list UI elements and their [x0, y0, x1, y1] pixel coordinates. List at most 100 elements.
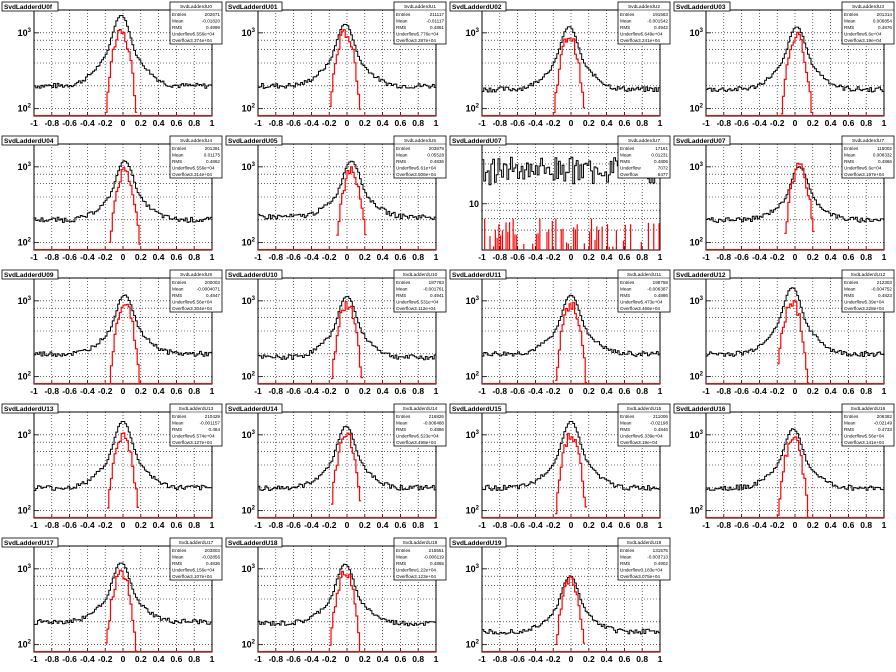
y-tick-label: 102 — [18, 104, 32, 114]
stats-value: Underflow5.6e+04 — [844, 32, 882, 37]
histogram-selected-tracks — [331, 432, 362, 505]
x-tick-label: -0.4 — [304, 654, 319, 664]
stats-box — [617, 135, 671, 179]
x-tick-label: -0.2 — [322, 654, 337, 664]
stats-value: Underflow5.56e+04 — [844, 434, 884, 439]
stats-box — [393, 269, 447, 313]
stats-title: SvdLadderdU16 — [851, 406, 886, 412]
histogram-selected-tracks — [555, 432, 587, 515]
y-tick-exponent: 3 — [476, 296, 480, 302]
y-tick-exponent: 3 — [700, 28, 704, 34]
histogram-selected-tracks — [107, 432, 139, 509]
histogram-panel-6: -1 -0.8 -0.6 -0.4 -0.2 0 0.2 0.4 0.6 0.8 1 102 103 Sv… — [225, 135, 447, 262]
panel-title-box — [1, 269, 59, 280]
stats-box — [393, 537, 447, 581]
stats-value: Underflow5.56e+04 — [172, 300, 212, 305]
x-tick-label: 1 — [882, 386, 887, 396]
x-tick-label: 0.6 — [842, 252, 854, 262]
y-tick-label: 103 — [242, 162, 256, 172]
y-tick-label: 103 — [18, 430, 32, 440]
stats-label: Mean — [396, 19, 408, 24]
stats-value: -0.006119 — [424, 555, 445, 560]
stats-value: Overflow3.107e+04 — [172, 574, 212, 579]
x-tick-label: 0 — [793, 252, 798, 262]
y-tick-exponent: 3 — [252, 28, 256, 34]
x-tick-label: -0.2 — [546, 252, 561, 262]
y-tick-label: 103 — [242, 430, 256, 440]
stats-value: 215551 — [429, 548, 445, 553]
stats-label: RMS — [396, 427, 406, 432]
stats-value: 0.01231 — [651, 153, 668, 158]
x-tick-label: 0.8 — [860, 118, 872, 128]
stats-title: SvdLadderdU11 — [627, 272, 662, 278]
panel-title: SvdLadderdU13 — [4, 406, 54, 413]
stats-label: Entries — [172, 12, 187, 17]
y-tick-exponent: 2 — [252, 104, 256, 110]
y-tick-exponent: 3 — [476, 430, 480, 436]
histogram-selected-tracks — [331, 301, 363, 380]
stats-value: 0.4862 — [206, 159, 220, 164]
stats-value: Overflow3.241e+04 — [620, 38, 660, 43]
histogram-panel-18: -1 -0.8 -0.6 -0.4 -0.2 0 0.2 0.4 0.6 0.8 1 102 103 Sv… — [225, 537, 447, 664]
histogram-all-tracks — [706, 428, 884, 491]
histogram-all-tracks — [258, 563, 436, 627]
x-tick-label: 0 — [345, 118, 350, 128]
x-tick-label: 0.8 — [412, 252, 424, 262]
x-tick-label: 0.4 — [377, 118, 389, 128]
stats-value: -0.006387 — [647, 287, 668, 292]
histogram-panel-13: -1 -0.8 -0.6 -0.4 -0.2 0 0.2 0.4 0.6 0.8 1 102 103 Sv… — [1, 403, 223, 530]
x-tick-label: -0.6 — [286, 386, 301, 396]
histogram-panel-11: -1 -0.8 -0.6 -0.4 -0.2 0 0.2 0.4 0.6 0.8 1 102 103 Sv… — [449, 269, 671, 396]
histogram-all-tracks — [258, 160, 436, 220]
histogram-all-tracks — [482, 421, 660, 491]
y-tick-label: 102 — [690, 238, 704, 248]
x-tick-label: 0.8 — [412, 520, 424, 530]
stats-value: 0.4836 — [430, 159, 444, 164]
panel-title-box — [449, 1, 507, 12]
y-tick-exponent: 2 — [700, 372, 704, 378]
stats-value: 7072 — [658, 166, 669, 171]
y-tick-label: 102 — [18, 372, 32, 382]
x-tick-label: 0.8 — [188, 386, 200, 396]
stats-value: 0.4941 — [430, 293, 444, 298]
x-tick-label: 0 — [345, 386, 350, 396]
x-tick-label: -0.6 — [734, 386, 749, 396]
stats-value: 187783 — [429, 280, 445, 285]
x-tick-label: 0.8 — [412, 118, 424, 128]
x-tick-label: -0.2 — [322, 252, 337, 262]
histogram-panel-19: -1 -0.8 -0.6 -0.4 -0.2 0 0.2 0.4 0.6 0.8 1 102 103 Sv… — [449, 537, 671, 664]
x-tick-label: 0.2 — [359, 118, 371, 128]
panel-title: SvdLadderdU17 — [4, 540, 54, 547]
stats-label: RMS — [172, 561, 182, 566]
stats-value: Underflow5.339e+04 — [620, 434, 663, 439]
x-tick-label: 1 — [882, 118, 887, 128]
y-tick-label: 102 — [242, 238, 256, 248]
stats-label: Entries — [844, 146, 859, 151]
x-tick-label: 0.2 — [583, 386, 595, 396]
x-tick-label: -0.6 — [734, 520, 749, 530]
stats-value: Underflow1.22e+04 — [396, 568, 436, 573]
panel-title: SvdLadderdU0f — [4, 4, 53, 11]
stats-label: RMS — [172, 25, 182, 30]
x-tick-label: -1 — [254, 252, 262, 262]
x-tick-label: -0.8 — [716, 118, 731, 128]
stats-value: -0.006488 — [423, 421, 444, 426]
histogram-panel-15: -1 -0.8 -0.6 -0.4 -0.2 0 0.2 0.4 0.6 0.8 1 102 103 Sv… — [449, 403, 671, 530]
stats-box — [841, 403, 895, 447]
x-tick-label: 0.8 — [860, 520, 872, 530]
stats-value: 206382 — [877, 414, 893, 419]
x-tick-label: -0.6 — [510, 654, 525, 664]
y-tick-exponent: 2 — [28, 104, 32, 110]
x-tick-label: -0.4 — [752, 520, 767, 530]
x-tick-label: 0.8 — [860, 252, 872, 262]
stats-value: Underflow5.556e+04 — [172, 32, 215, 37]
x-tick-label: 0.4 — [377, 386, 389, 396]
histogram-selected-tracks — [784, 162, 815, 234]
x-tick-label: -0.4 — [528, 118, 543, 128]
stats-value: 0.4823 — [878, 293, 892, 298]
stats-value: 203803 — [205, 548, 221, 553]
panel-title: SvdLadderdU18 — [228, 540, 278, 547]
x-tick-label: 0 — [345, 520, 350, 530]
panel-title-box — [225, 403, 283, 414]
x-tick-label: -1 — [702, 520, 710, 530]
